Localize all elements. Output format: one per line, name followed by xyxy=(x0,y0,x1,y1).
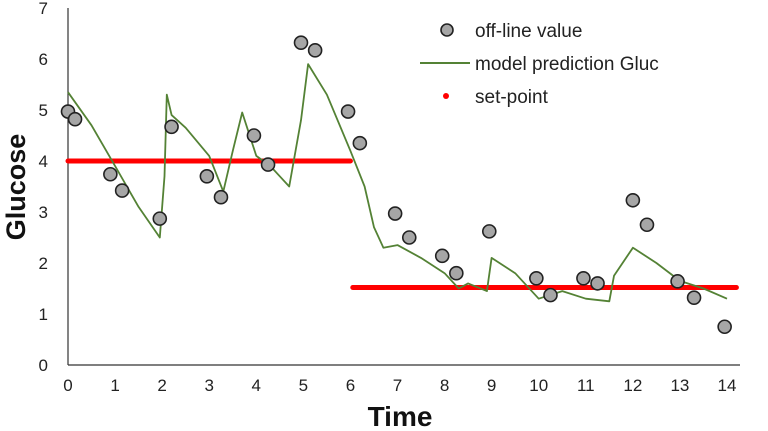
y-tick-label: 2 xyxy=(39,254,48,273)
off-line-point xyxy=(213,189,229,205)
x-tick-label: 1 xyxy=(110,376,119,395)
legend: off-line value model prediction Gluc set… xyxy=(420,21,659,108)
off-line-point xyxy=(434,248,450,264)
x-tick-label: 5 xyxy=(299,376,308,395)
y-tick-label: 6 xyxy=(39,50,48,69)
off-line-point xyxy=(103,166,118,182)
y-tick-label: 0 xyxy=(39,356,48,375)
off-line-point xyxy=(293,35,309,50)
x-tick-label: 4 xyxy=(252,376,261,395)
off-line-point xyxy=(670,274,685,289)
axes xyxy=(67,8,740,366)
off-line-point xyxy=(260,157,276,172)
legend-set-point-label: set-point xyxy=(475,87,549,108)
x-tick-label: 7 xyxy=(393,376,402,395)
y-tick-label: 4 xyxy=(39,152,48,171)
off-line-point xyxy=(307,43,323,58)
off-line-point xyxy=(352,135,368,151)
legend-model-label: model prediction Gluc xyxy=(475,54,659,75)
y-tick-label: 3 xyxy=(39,203,48,222)
x-tick-label: 12 xyxy=(623,376,642,395)
off-line-point xyxy=(164,119,179,135)
off-line-point xyxy=(67,111,83,127)
legend-off-line-label: off-line value xyxy=(475,21,582,42)
off-line-point xyxy=(639,217,655,233)
legend-set-point-marker xyxy=(443,93,449,99)
off-line-point xyxy=(114,183,130,198)
y-tick-label: 1 xyxy=(39,305,48,324)
x-tick-label: 13 xyxy=(670,376,689,395)
off-line-point xyxy=(246,128,262,143)
off-line-point xyxy=(481,224,497,239)
off-line-point xyxy=(529,270,544,286)
off-line-point xyxy=(625,192,641,208)
off-line-point xyxy=(152,211,168,226)
set-point-series xyxy=(65,158,739,290)
x-axis-title: Time xyxy=(368,401,433,431)
model-prediction-series xyxy=(67,63,728,303)
off-line-point xyxy=(543,287,558,303)
off-line-point xyxy=(340,104,356,119)
x-tick-label: 9 xyxy=(487,376,496,395)
x-tick-label: 0 xyxy=(63,376,72,395)
model-prediction-line xyxy=(67,63,728,303)
x-tick-label: 14 xyxy=(718,376,737,395)
off-line-point xyxy=(590,276,605,291)
off-line-point xyxy=(576,270,591,286)
off-line-point xyxy=(717,319,732,335)
x-tick-label: 11 xyxy=(577,376,595,395)
y-axis-title: Glucose xyxy=(1,134,31,241)
y-tick-label: 7 xyxy=(39,0,48,18)
x-tick-label: 6 xyxy=(346,376,355,395)
x-tick-label: 10 xyxy=(529,376,548,395)
x-tick-label: 2 xyxy=(157,376,166,395)
x-tick-label: 3 xyxy=(204,376,213,395)
off-line-point xyxy=(686,290,702,305)
off-line-value-series xyxy=(60,35,732,335)
legend-off-line-marker xyxy=(440,23,454,37)
off-line-point xyxy=(401,230,417,245)
off-line-point xyxy=(199,169,215,184)
off-line-point xyxy=(387,206,403,221)
y-tick-label: 5 xyxy=(39,101,48,120)
x-tick-label: 8 xyxy=(440,376,449,395)
off-line-point xyxy=(449,265,464,281)
